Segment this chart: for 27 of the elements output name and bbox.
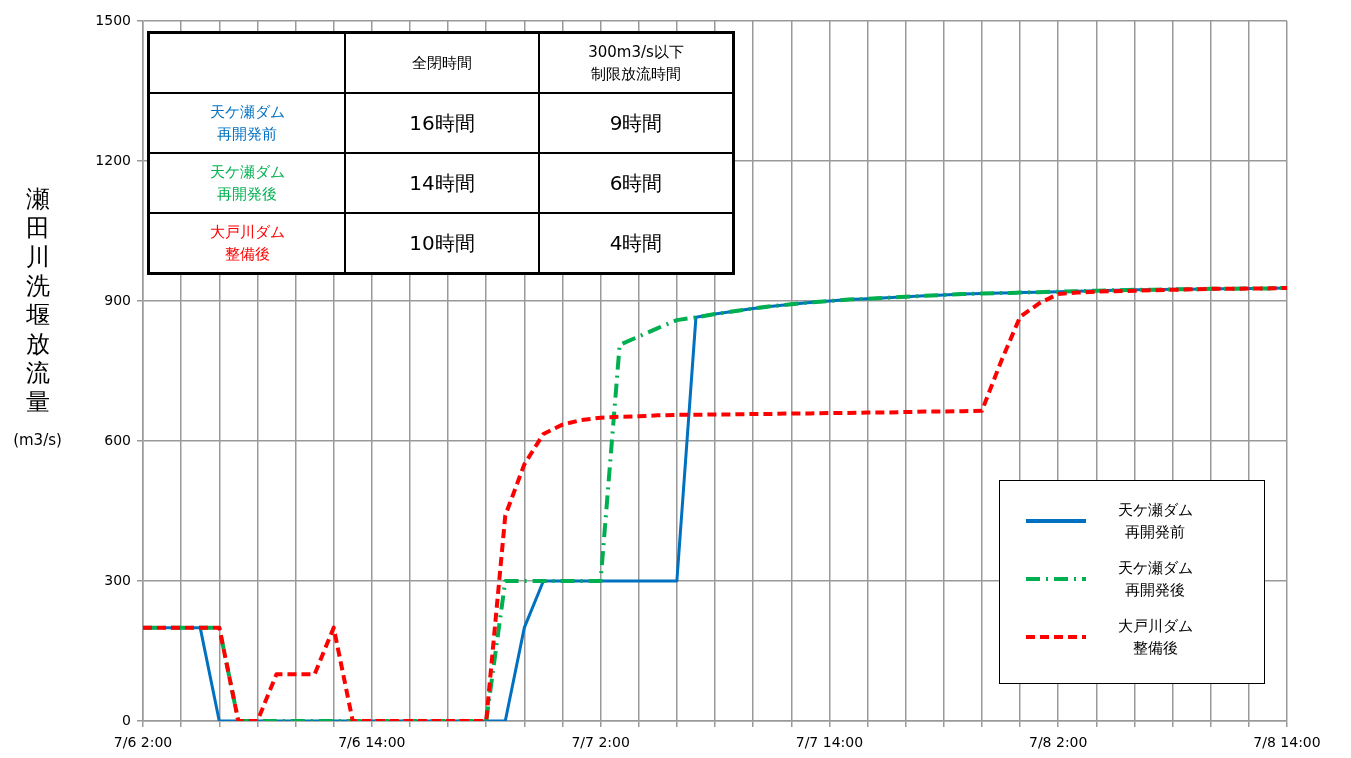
annotation: 16時間: [345, 93, 539, 153]
annotation: 大戸川ダム整備後: [208, 222, 286, 265]
annotation: 14時間: [345, 153, 539, 213]
text: 瀬田川洗堰放流量 (m3/s): [13, 185, 62, 449]
annotation: 4時間: [539, 213, 734, 274]
legend-label: 天ケ瀬ダム再開発前: [1116, 500, 1194, 543]
x-tick-label: 7/8 2:00: [1028, 734, 1088, 751]
legend-label: 大戸川ダム整備後: [1116, 616, 1194, 659]
y-tick-label: 900: [104, 291, 131, 308]
annotation: 9時間: [539, 93, 734, 153]
annotation: 天ケ瀬ダム再開発後: [208, 162, 286, 205]
annotation: 6時間: [539, 153, 734, 213]
annotation: 10時間: [345, 213, 539, 274]
y-tick-label: 1500: [95, 11, 131, 28]
y-tick-label: 300: [104, 571, 131, 588]
x-tick-label: 7/7 14:00: [795, 734, 864, 751]
y-tick-label: 1200: [95, 151, 131, 168]
y-tick-label: 600: [104, 431, 131, 448]
annotation: 300m3/s以下制限放流時間: [587, 42, 685, 85]
x-tick-label: 7/8 14:00: [1253, 734, 1321, 751]
annotation: 天ケ瀬ダム再開発前: [208, 102, 286, 145]
x-tick-label: 7/6 2:00: [113, 734, 173, 751]
y-tick-label: 0: [122, 711, 131, 728]
annotation: 全閉時間: [411, 53, 473, 74]
x-tick-label: 7/6 14:00: [338, 734, 406, 751]
x-tick-label: 7/7 2:00: [571, 734, 630, 751]
legend-label: 天ケ瀬ダム再開発後: [1116, 558, 1194, 601]
